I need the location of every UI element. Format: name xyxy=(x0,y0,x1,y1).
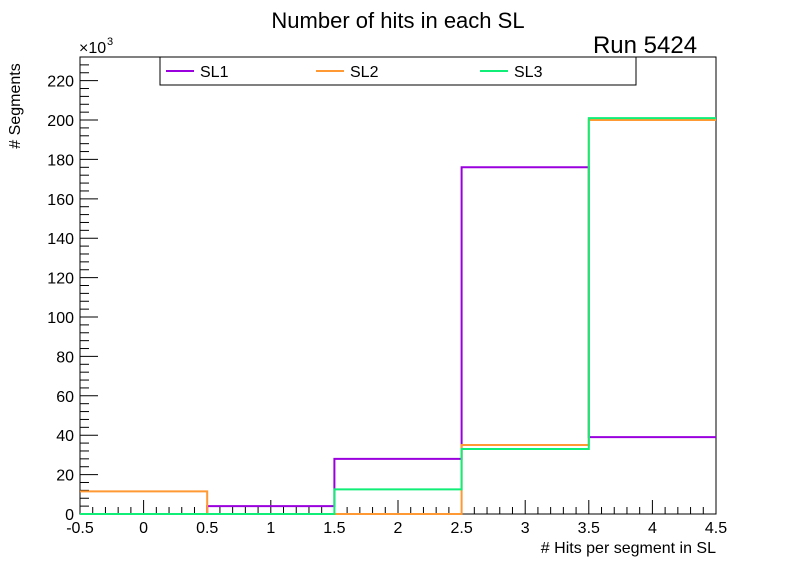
legend-label-sl1: SL1 xyxy=(200,64,229,81)
y-tick-label: 40 xyxy=(56,428,74,445)
x-tick-label: -0.5 xyxy=(66,520,94,537)
y-tick-label: 80 xyxy=(56,349,74,366)
y-tick-label: 140 xyxy=(47,231,74,248)
y-tick-label: 60 xyxy=(56,389,74,406)
series-line-sl3 xyxy=(80,117,716,515)
y-tick-label: 120 xyxy=(47,271,74,288)
series-line-sl1 xyxy=(80,166,716,515)
series-group xyxy=(80,117,716,515)
chart-title: Number of hits in each SL xyxy=(271,8,524,33)
x-tick-label: 0 xyxy=(139,520,148,537)
y-tick-label: 100 xyxy=(47,310,74,327)
legend-label-sl2: SL2 xyxy=(350,64,379,81)
y-axis-multiplier: ×10 3 xyxy=(79,36,113,57)
run-annotation: Run 5424 xyxy=(593,32,697,59)
x-tick-label: 3.5 xyxy=(578,520,600,537)
x-tick-label: 4.5 xyxy=(705,520,727,537)
y-axis-label: # Segments xyxy=(7,63,24,148)
x-tick-label: 2.5 xyxy=(450,520,472,537)
legend: SL1 SL2 SL3 xyxy=(159,56,637,86)
series-line-sl2 xyxy=(80,119,716,515)
x-tick-label: 1.5 xyxy=(323,520,345,537)
x-axis-label: # Hits per segment in SL xyxy=(541,540,716,557)
y-tick-label: 180 xyxy=(47,152,74,169)
y-multiplier-base: ×10 xyxy=(79,40,106,57)
x-tick-label: 1 xyxy=(266,520,275,537)
x-tick-label: 3 xyxy=(521,520,530,537)
x-tick-label: 2 xyxy=(394,520,403,537)
y-axis: 0 20 40 60 80 100 120 140 160 180 200 220 xyxy=(47,56,98,524)
x-axis: -0.5 0 0.5 1 1.5 2 2.5 3 3.5 4 4.5 xyxy=(66,500,727,537)
legend-box xyxy=(159,56,637,86)
y-tick-label: 200 xyxy=(47,113,74,130)
x-tick-label: 0.5 xyxy=(196,520,218,537)
y-tick-label: 0 xyxy=(65,507,74,524)
x-tick-label: 4 xyxy=(648,520,657,537)
y-tick-label: 160 xyxy=(47,192,74,209)
plot-frame xyxy=(79,56,717,515)
y-tick-label: 20 xyxy=(56,468,74,485)
y-tick-label: 220 xyxy=(47,74,74,91)
y-multiplier-exponent: 3 xyxy=(107,36,113,48)
legend-label-sl3: SL3 xyxy=(514,64,543,81)
